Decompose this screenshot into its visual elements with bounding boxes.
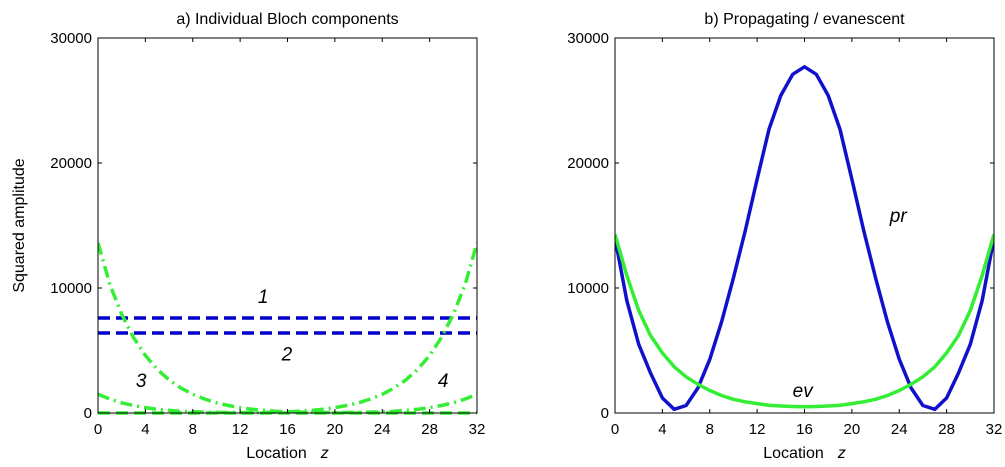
x-tick-label: 4 <box>141 421 149 438</box>
y-tick-label: 20000 <box>567 155 609 172</box>
series-annotation-3: 3 <box>136 371 147 392</box>
x-axis-label-variable: z <box>320 445 329 462</box>
y-tick-label: 30000 <box>50 30 92 47</box>
x-tick-label: 24 <box>374 421 391 438</box>
x-tick-label: 20 <box>327 421 344 438</box>
series-line-4 <box>98 242 477 415</box>
x-axis-label: Location z <box>763 445 846 462</box>
x-tick-label: 12 <box>749 421 766 438</box>
chart-title: b) Propagating / evanescent <box>704 11 905 28</box>
x-axis-label-variable: z <box>837 445 846 462</box>
y-tick-label: 30000 <box>567 30 609 47</box>
x-tick-label: 32 <box>469 421 486 438</box>
series-annotation-4: 4 <box>438 371 449 392</box>
series-line-3 <box>98 242 477 415</box>
x-tick-label: 4 <box>658 421 666 438</box>
x-tick-label: 28 <box>421 421 438 438</box>
series-annotation-pr: pr <box>889 206 908 227</box>
series-annotation-ev: ev <box>793 381 815 402</box>
x-tick-label: 0 <box>94 421 102 438</box>
x-tick-label: 16 <box>279 421 296 438</box>
series-line-ev <box>615 233 994 409</box>
y-tick-label: 0 <box>601 405 609 422</box>
x-tick-label: 20 <box>844 421 861 438</box>
x-tick-label: 32 <box>986 421 1003 438</box>
series-annotation-2: 2 <box>281 345 293 366</box>
x-axis-label: Location z <box>246 445 329 462</box>
y-tick-label: 0 <box>84 405 92 422</box>
y-tick-label: 10000 <box>567 280 609 297</box>
x-axis-label-text: Location <box>763 445 824 462</box>
x-tick-label: 28 <box>938 421 955 438</box>
plot-area <box>615 65 994 412</box>
x-tick-label: 0 <box>611 421 619 438</box>
y-tick-label: 10000 <box>50 280 92 297</box>
series-annotation-1: 1 <box>258 287 269 308</box>
chart-title: a) Individual Bloch components <box>176 11 398 28</box>
x-tick-label: 8 <box>706 421 714 438</box>
chart-panel-b: b) Propagating / evanescent 0 4 8 12 16 20 24 28… <box>567 11 1002 462</box>
x-tick-label: 8 <box>189 421 197 438</box>
y-tick-label: 20000 <box>50 155 92 172</box>
x-tick-label: 24 <box>891 421 908 438</box>
plot-area <box>98 242 477 415</box>
series-line-pr <box>615 65 994 412</box>
y-axis-label: Squared amplitude <box>11 158 28 292</box>
x-tick-label: 16 <box>796 421 813 438</box>
x-axis-label-text: Location <box>246 445 307 462</box>
axes-frame <box>614 37 995 414</box>
x-tick-label: 12 <box>232 421 249 438</box>
